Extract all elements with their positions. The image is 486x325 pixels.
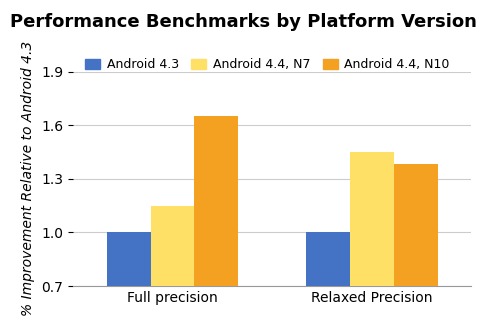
- Legend: Android 4.3, Android 4.4, N7, Android 4.4, N10: Android 4.3, Android 4.4, N7, Android 4.…: [86, 58, 449, 71]
- Bar: [194, 116, 238, 325]
- Bar: [306, 232, 350, 325]
- Bar: [350, 152, 394, 325]
- Bar: [151, 206, 194, 325]
- Y-axis label: % Improvement Relative to Android 4.3: % Improvement Relative to Android 4.3: [21, 41, 35, 316]
- Text: Performance Benchmarks by Platform Version: Performance Benchmarks by Platform Versi…: [10, 13, 476, 31]
- Bar: [107, 232, 151, 325]
- Bar: [394, 164, 437, 325]
